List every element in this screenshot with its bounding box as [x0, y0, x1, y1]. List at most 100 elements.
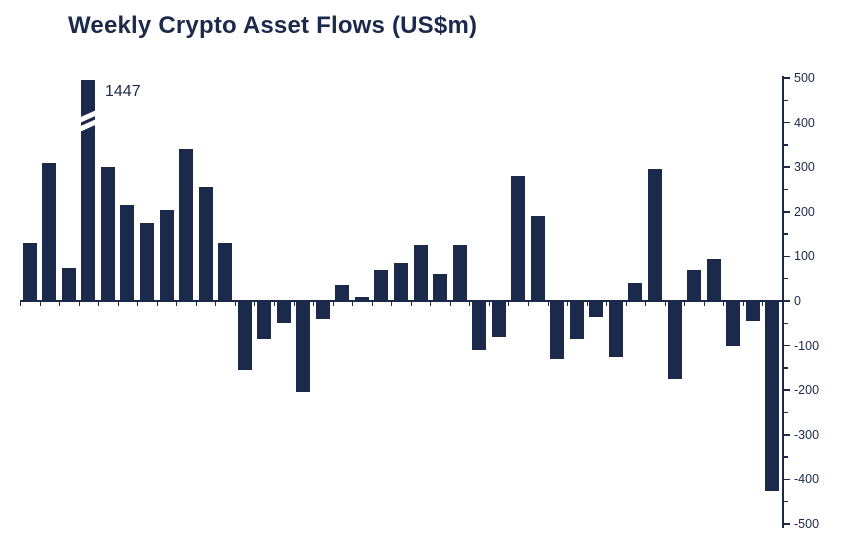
y-axis-minor-tick	[784, 188, 788, 191]
y-axis-major-tick	[784, 300, 790, 302]
y-axis-minor-tick	[784, 144, 788, 146]
zero-axis-line	[20, 300, 782, 302]
bar	[179, 149, 194, 301]
bar	[159, 209, 174, 301]
y-axis-major-tick	[784, 121, 790, 124]
x-axis-tick	[762, 302, 764, 306]
x-axis-tick	[547, 302, 549, 306]
y-axis-major-tick	[784, 166, 790, 168]
y-axis-minor-tick	[784, 411, 788, 414]
x-axis-tick	[430, 302, 432, 306]
x-axis-tick	[703, 302, 705, 306]
x-axis-tick	[254, 302, 256, 306]
x-axis-tick	[20, 302, 21, 306]
bar	[687, 269, 702, 301]
x-axis-tick	[488, 302, 490, 306]
bar	[354, 297, 369, 301]
x-axis-tick	[508, 302, 510, 306]
bar	[413, 245, 428, 301]
bar	[218, 243, 233, 301]
y-axis-minor-tick	[784, 500, 788, 503]
bar	[198, 187, 213, 301]
bar	[394, 263, 408, 301]
bar	[452, 245, 467, 301]
x-axis-tick	[332, 302, 334, 306]
x-axis-tick	[293, 302, 295, 306]
y-axis-label: 200	[794, 204, 815, 219]
bar	[589, 301, 604, 317]
x-axis-tick	[684, 302, 686, 306]
x-axis-tick	[78, 302, 80, 306]
x-axis-tick	[156, 302, 158, 306]
bar	[745, 301, 760, 322]
x-axis-tick	[567, 302, 569, 306]
y-axis-major-tick	[784, 77, 790, 79]
x-axis-tick	[469, 302, 471, 306]
bar	[491, 301, 506, 337]
bar	[315, 301, 330, 319]
x-axis-tick	[449, 302, 451, 306]
y-axis-label: 400	[794, 115, 815, 130]
bar	[628, 283, 643, 301]
x-axis-tick	[137, 302, 139, 306]
x-axis-tick	[606, 302, 608, 306]
y-axis-line	[782, 76, 784, 528]
bar	[726, 301, 741, 346]
bar	[511, 176, 526, 301]
x-axis-tick	[723, 302, 725, 306]
y-axis-major-tick	[784, 523, 790, 525]
x-axis-tick	[742, 302, 744, 306]
chart-title: Weekly Crypto Asset Flows (US$m)	[68, 12, 478, 39]
bar	[374, 269, 389, 301]
y-axis-major-tick	[784, 211, 790, 213]
bar	[569, 301, 584, 339]
y-axis-minor-tick	[784, 322, 788, 325]
x-axis-tick	[215, 302, 217, 306]
x-axis-tick	[391, 302, 393, 306]
x-axis-tick	[371, 302, 373, 306]
x-axis-tick	[625, 302, 627, 306]
bar	[276, 301, 291, 324]
bar	[433, 274, 448, 301]
y-axis-minor-tick	[784, 456, 788, 458]
y-axis-major-tick	[784, 478, 790, 481]
bar	[237, 301, 252, 371]
bar	[550, 301, 565, 359]
x-axis-tick	[645, 302, 647, 306]
y-axis-label: -400	[794, 472, 820, 487]
bar	[765, 301, 780, 491]
x-axis-tick	[274, 302, 275, 306]
y-axis-minor-tick	[784, 277, 788, 280]
bar	[120, 205, 135, 301]
x-axis-tick	[410, 302, 412, 306]
bar	[608, 301, 623, 357]
bar	[257, 301, 272, 339]
y-axis-label: 0	[794, 294, 801, 308]
y-axis-major-tick	[784, 434, 790, 436]
y-axis-minor-tick	[784, 233, 788, 235]
y-axis-major-tick	[784, 389, 790, 391]
x-axis-tick	[234, 302, 236, 306]
y-axis-label: -300	[794, 427, 820, 442]
bar	[335, 285, 350, 301]
x-axis-tick	[59, 302, 61, 306]
x-axis-tick	[313, 302, 315, 306]
y-axis-major-tick	[784, 255, 790, 258]
y-axis-label: 100	[794, 249, 815, 264]
bar	[706, 258, 721, 301]
y-axis-label: -100	[794, 338, 820, 353]
bar	[100, 167, 115, 301]
y-axis-minor-tick	[784, 99, 788, 102]
bar	[75, 80, 102, 301]
y-axis-label: 500	[794, 71, 815, 85]
x-axis-tick	[98, 302, 100, 306]
bar	[472, 301, 487, 351]
y-axis-label: -200	[794, 383, 820, 398]
bar	[61, 267, 76, 301]
x-axis-tick	[39, 302, 41, 306]
bar	[296, 301, 311, 393]
x-axis-tick	[586, 302, 588, 306]
